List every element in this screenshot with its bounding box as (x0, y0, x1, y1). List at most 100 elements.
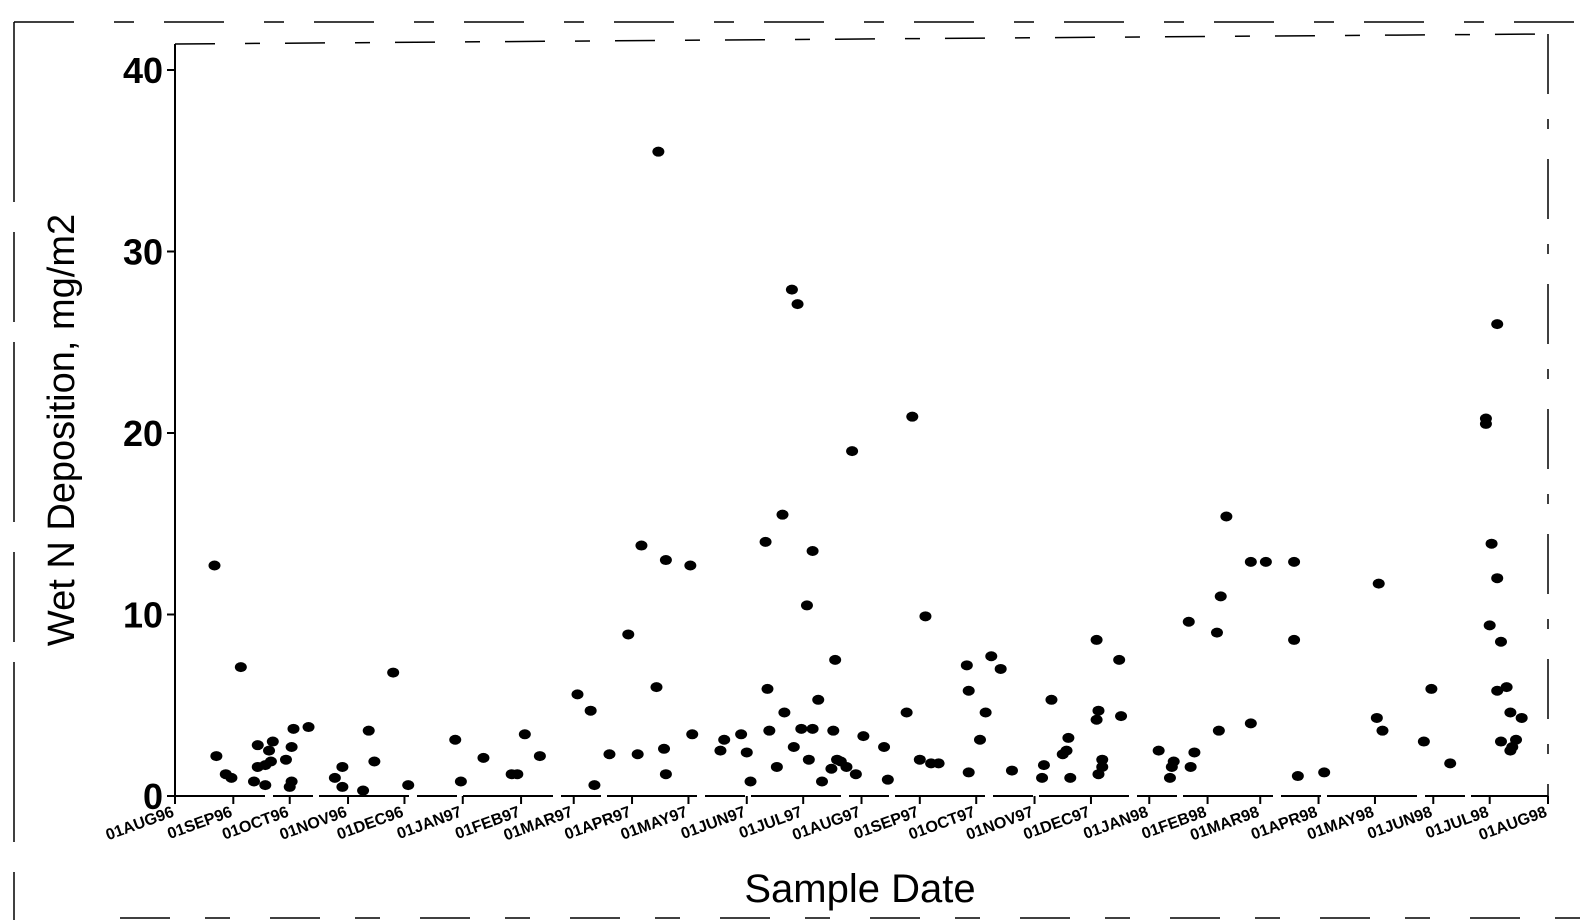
plot-top-border (174, 33, 1549, 45)
data-point (1376, 725, 1389, 736)
x-tick-label: 01JUN97 (679, 804, 748, 843)
data-point (718, 734, 731, 745)
x-tick-label: 01JAN98 (1081, 804, 1150, 843)
data-point (770, 761, 783, 772)
data-point (658, 743, 671, 754)
x-tick-label: 01AUG97 (790, 804, 863, 844)
x-axis-title: Sample Date (744, 867, 975, 911)
data-point (932, 758, 945, 769)
data-point (744, 776, 757, 787)
data-point (518, 729, 531, 740)
data-point (962, 685, 975, 696)
data-point (1210, 627, 1223, 638)
data-point (857, 731, 870, 742)
data-point (1005, 765, 1018, 776)
data-point (1113, 654, 1126, 665)
data-point (368, 756, 381, 767)
y-axis: 0 10 20 30 40 (123, 44, 176, 817)
data-point (302, 722, 315, 733)
data-point (1288, 634, 1301, 645)
data-point (763, 725, 776, 736)
data-point (906, 411, 919, 422)
data-point (994, 663, 1007, 674)
data-point (787, 741, 800, 752)
x-axis: 01AUG9601SEP9601OCT9601NOV9601DEC9601JAN… (104, 795, 1549, 844)
data-point (357, 785, 370, 796)
data-point (659, 555, 672, 566)
data-point (1491, 573, 1504, 584)
data-point (588, 780, 601, 791)
data-point (659, 769, 672, 780)
data-points (208, 146, 1528, 796)
data-point (1037, 760, 1050, 771)
data-point (251, 740, 264, 751)
data-point (806, 545, 819, 556)
data-point (603, 749, 616, 760)
data-point (328, 772, 341, 783)
y-axis-title: Wet N Deposition, mg/m2 (41, 214, 83, 646)
x-tick-label: 01JUN98 (1365, 804, 1434, 843)
data-point (1214, 591, 1227, 602)
data-point (1494, 736, 1507, 747)
data-point (1096, 754, 1109, 765)
data-point (263, 745, 276, 756)
x-tick-label: 01JAN97 (395, 804, 464, 843)
data-point (846, 446, 859, 457)
data-point (652, 146, 665, 157)
data-point (802, 754, 815, 765)
data-point (1188, 747, 1201, 758)
data-point (1060, 745, 1073, 756)
data-point (1152, 745, 1165, 756)
data-point (714, 745, 727, 756)
data-point (1485, 538, 1498, 549)
data-point (234, 662, 247, 673)
data-point (1259, 556, 1272, 567)
data-point (1483, 620, 1496, 631)
data-point (1092, 705, 1105, 716)
data-point (1515, 712, 1528, 723)
data-point (1510, 734, 1523, 745)
data-point (1167, 756, 1180, 767)
data-point (362, 725, 375, 736)
data-point (1096, 761, 1109, 772)
data-point (208, 560, 221, 571)
data-point (1182, 616, 1195, 627)
data-point (1163, 772, 1176, 783)
data-point (800, 600, 813, 611)
data-point (900, 707, 913, 718)
data-point (1425, 683, 1438, 694)
data-point (287, 723, 300, 734)
data-point (686, 729, 699, 740)
data-point (631, 749, 644, 760)
data-point (1090, 634, 1103, 645)
data-point (973, 734, 986, 745)
data-point (1220, 511, 1233, 522)
data-point (584, 705, 597, 716)
data-point (1115, 711, 1128, 722)
data-point (336, 761, 349, 772)
y-tick-label: 20 (123, 413, 163, 454)
data-point (225, 772, 238, 783)
data-point (778, 707, 791, 718)
data-point (266, 736, 279, 747)
data-point (1494, 636, 1507, 647)
data-point (1184, 761, 1197, 772)
data-point (684, 560, 697, 571)
data-point (571, 689, 584, 700)
data-point (279, 754, 292, 765)
data-point (387, 667, 400, 678)
data-point (1372, 578, 1385, 589)
x-tick-label: 01AUG96 (104, 804, 177, 844)
data-point (1062, 732, 1075, 743)
data-point (840, 761, 853, 772)
data-point (985, 651, 998, 662)
data-point (812, 694, 825, 705)
data-point (881, 774, 894, 785)
data-point (285, 776, 298, 787)
data-point (635, 540, 648, 551)
data-point (1370, 712, 1383, 723)
data-point (1491, 319, 1504, 330)
data-point (1090, 714, 1103, 725)
data-point (285, 741, 298, 752)
